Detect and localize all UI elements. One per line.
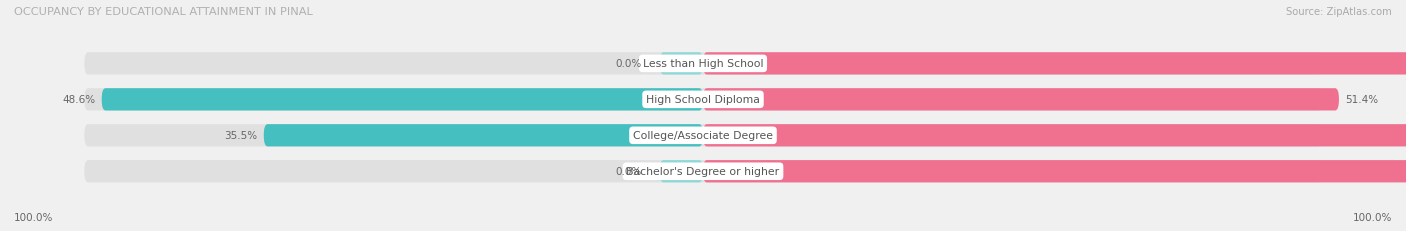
Text: 0.0%: 0.0% <box>614 167 641 176</box>
FancyBboxPatch shape <box>84 53 1322 75</box>
FancyBboxPatch shape <box>659 53 703 75</box>
Text: 100.0%: 100.0% <box>14 212 53 222</box>
Text: Less than High School: Less than High School <box>643 59 763 69</box>
Text: 0.0%: 0.0% <box>614 59 641 69</box>
Text: High School Diploma: High School Diploma <box>647 95 759 105</box>
FancyBboxPatch shape <box>101 89 703 111</box>
Text: Source: ZipAtlas.com: Source: ZipAtlas.com <box>1286 7 1392 17</box>
FancyBboxPatch shape <box>84 125 1322 147</box>
FancyBboxPatch shape <box>84 89 1322 111</box>
Text: 100.0%: 100.0% <box>1353 212 1392 222</box>
FancyBboxPatch shape <box>703 89 1339 111</box>
FancyBboxPatch shape <box>703 53 1406 75</box>
FancyBboxPatch shape <box>703 160 1406 183</box>
Text: 35.5%: 35.5% <box>225 131 257 141</box>
FancyBboxPatch shape <box>659 160 703 183</box>
Text: OCCUPANCY BY EDUCATIONAL ATTAINMENT IN PINAL: OCCUPANCY BY EDUCATIONAL ATTAINMENT IN P… <box>14 7 312 17</box>
Text: College/Associate Degree: College/Associate Degree <box>633 131 773 141</box>
FancyBboxPatch shape <box>84 160 1322 183</box>
Text: Bachelor's Degree or higher: Bachelor's Degree or higher <box>627 167 779 176</box>
FancyBboxPatch shape <box>264 125 703 147</box>
Text: 51.4%: 51.4% <box>1346 95 1378 105</box>
Text: 48.6%: 48.6% <box>62 95 96 105</box>
FancyBboxPatch shape <box>703 125 1406 147</box>
